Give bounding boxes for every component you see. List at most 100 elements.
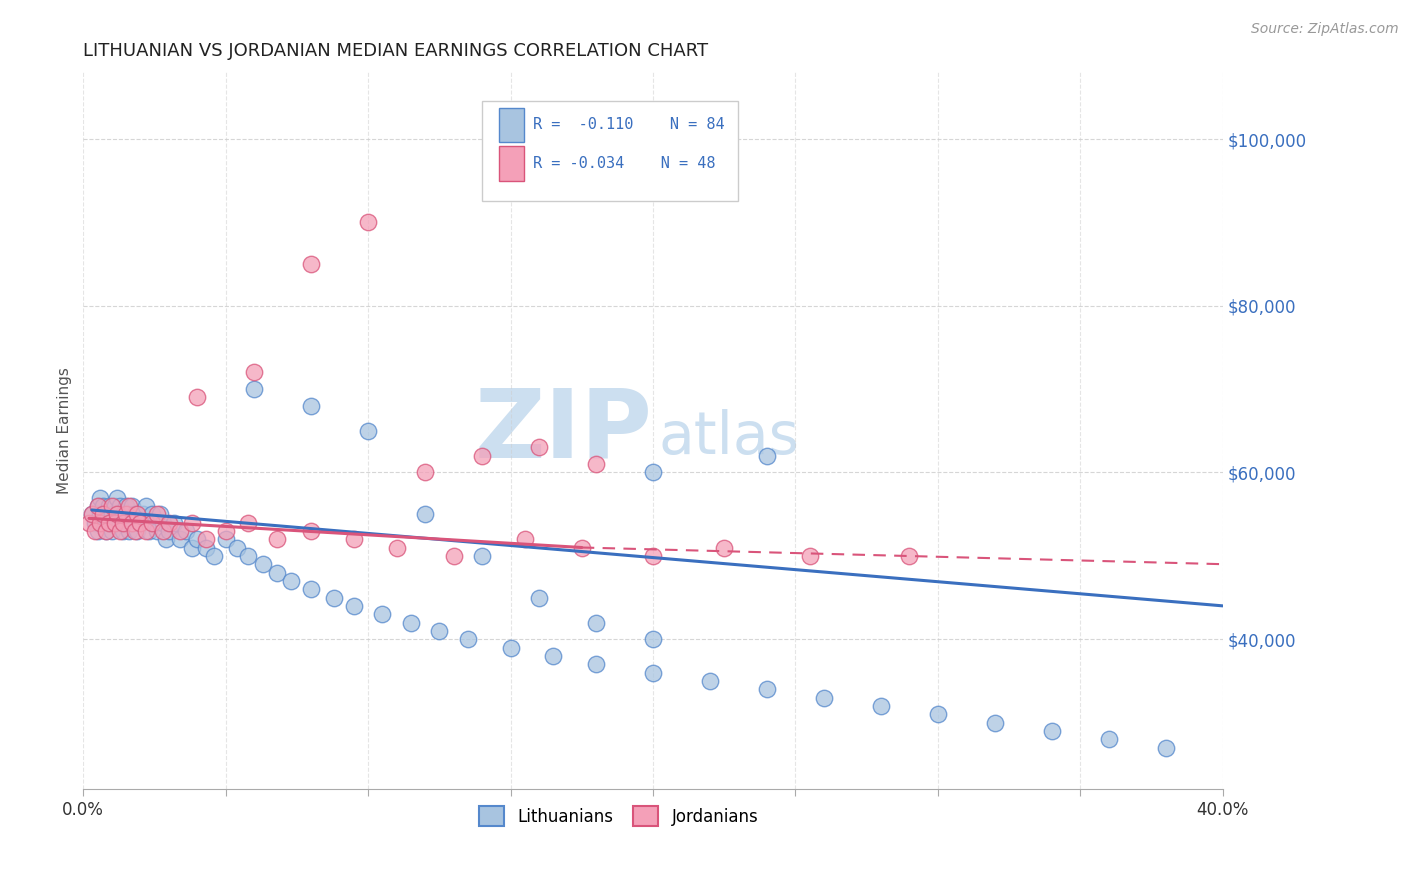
Point bbox=[152, 516, 174, 530]
Point bbox=[585, 615, 607, 630]
Point bbox=[115, 499, 138, 513]
Point bbox=[343, 599, 366, 613]
FancyBboxPatch shape bbox=[499, 108, 524, 142]
Point bbox=[238, 549, 260, 563]
Point bbox=[112, 507, 135, 521]
Point bbox=[226, 541, 249, 555]
Point bbox=[385, 541, 408, 555]
Point bbox=[91, 507, 114, 521]
Point bbox=[89, 491, 111, 505]
Point bbox=[110, 524, 132, 538]
Point bbox=[194, 541, 217, 555]
Text: R =  -0.110    N = 84: R = -0.110 N = 84 bbox=[533, 117, 725, 132]
Point bbox=[115, 507, 138, 521]
Point bbox=[243, 366, 266, 380]
Point bbox=[699, 673, 721, 688]
Point bbox=[755, 682, 778, 697]
Point bbox=[138, 524, 160, 538]
Point bbox=[100, 524, 122, 538]
Point bbox=[457, 632, 479, 647]
Y-axis label: Median Earnings: Median Earnings bbox=[58, 368, 72, 494]
Point bbox=[252, 557, 274, 571]
Point bbox=[132, 507, 155, 521]
Point bbox=[89, 516, 111, 530]
Point bbox=[186, 532, 208, 546]
Point bbox=[141, 516, 163, 530]
Point bbox=[118, 524, 141, 538]
Point bbox=[135, 524, 157, 538]
Point bbox=[869, 698, 891, 713]
Point bbox=[194, 532, 217, 546]
Point bbox=[799, 549, 821, 563]
Point bbox=[157, 516, 180, 530]
Point bbox=[180, 516, 202, 530]
Point bbox=[83, 524, 105, 538]
Point bbox=[202, 549, 225, 563]
Point bbox=[107, 507, 129, 521]
Point bbox=[471, 549, 494, 563]
Point bbox=[94, 524, 117, 538]
Point bbox=[641, 665, 664, 680]
Point bbox=[118, 499, 141, 513]
Text: ZIP: ZIP bbox=[475, 384, 652, 477]
Point bbox=[149, 507, 172, 521]
Point bbox=[97, 516, 120, 530]
Point bbox=[124, 524, 146, 538]
Point bbox=[89, 507, 111, 521]
Point bbox=[585, 457, 607, 471]
Point bbox=[97, 516, 120, 530]
Point bbox=[174, 524, 197, 538]
Text: atlas: atlas bbox=[658, 409, 800, 467]
Point bbox=[83, 516, 105, 530]
Text: LITHUANIAN VS JORDANIAN MEDIAN EARNINGS CORRELATION CHART: LITHUANIAN VS JORDANIAN MEDIAN EARNINGS … bbox=[83, 42, 709, 60]
Point bbox=[155, 532, 177, 546]
Point bbox=[585, 657, 607, 672]
Point bbox=[399, 615, 422, 630]
Point bbox=[186, 391, 208, 405]
Point bbox=[169, 524, 191, 538]
Point bbox=[94, 524, 117, 538]
Point bbox=[100, 507, 122, 521]
Point bbox=[146, 524, 169, 538]
Point bbox=[86, 499, 108, 513]
Point bbox=[129, 516, 152, 530]
Point bbox=[169, 532, 191, 546]
Point bbox=[413, 466, 436, 480]
Point bbox=[143, 516, 166, 530]
Point bbox=[104, 516, 127, 530]
Point bbox=[104, 516, 127, 530]
Point bbox=[357, 215, 380, 229]
Point bbox=[299, 524, 322, 538]
Point bbox=[215, 524, 238, 538]
FancyBboxPatch shape bbox=[482, 101, 738, 202]
Point bbox=[86, 499, 108, 513]
Point bbox=[152, 524, 174, 538]
Point bbox=[984, 715, 1007, 730]
Point bbox=[91, 499, 114, 513]
Point bbox=[110, 516, 132, 530]
Point bbox=[898, 549, 921, 563]
Point bbox=[100, 499, 122, 513]
Point bbox=[471, 449, 494, 463]
Point bbox=[266, 566, 288, 580]
Point bbox=[427, 624, 450, 638]
Point bbox=[107, 491, 129, 505]
Point bbox=[141, 507, 163, 521]
Point bbox=[94, 507, 117, 521]
Point bbox=[499, 640, 522, 655]
FancyBboxPatch shape bbox=[499, 146, 524, 181]
Point bbox=[357, 424, 380, 438]
Point bbox=[110, 499, 132, 513]
Point bbox=[118, 507, 141, 521]
Point bbox=[413, 507, 436, 521]
Point bbox=[129, 516, 152, 530]
Point bbox=[641, 632, 664, 647]
Point bbox=[112, 516, 135, 530]
Point bbox=[215, 532, 238, 546]
Text: Source: ZipAtlas.com: Source: ZipAtlas.com bbox=[1251, 22, 1399, 37]
Point bbox=[299, 257, 322, 271]
Point bbox=[238, 516, 260, 530]
Point bbox=[266, 532, 288, 546]
Point bbox=[443, 549, 465, 563]
Point bbox=[91, 516, 114, 530]
